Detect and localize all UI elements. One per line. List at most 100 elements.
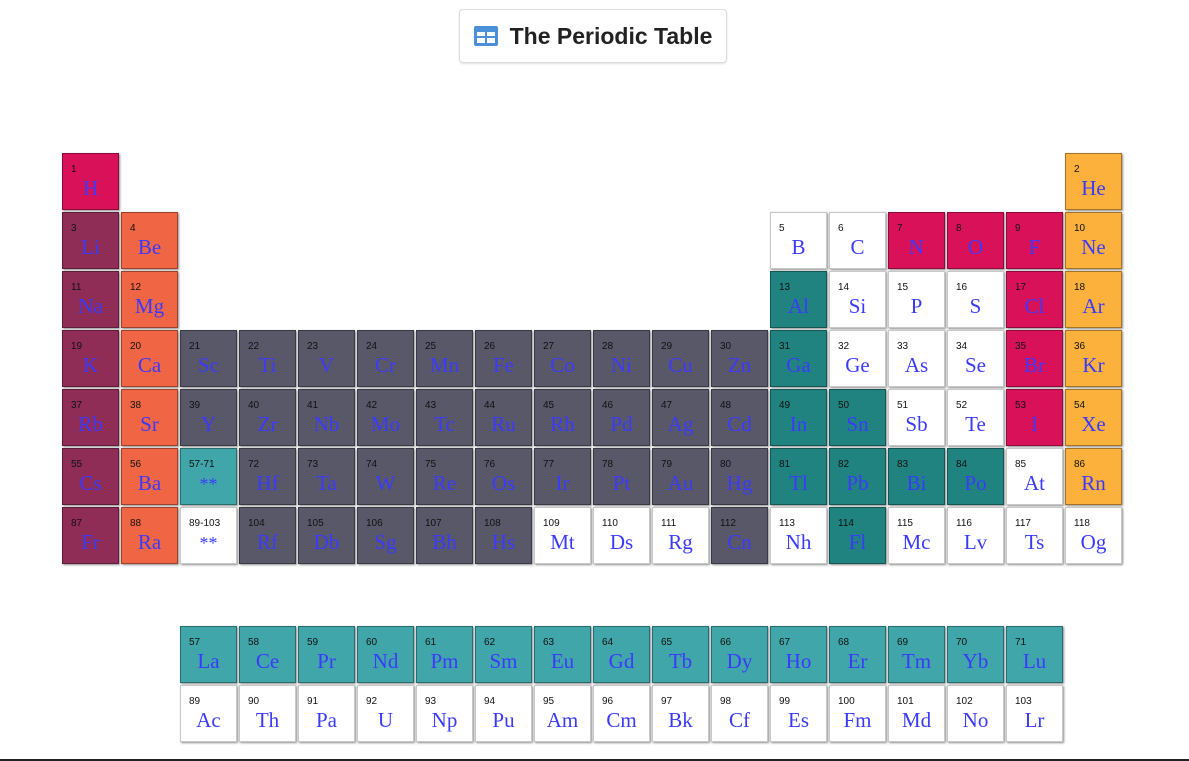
element-cell-31[interactable]: 31 Ga [770,330,827,387]
element-cell-78[interactable]: 78 Pt [593,448,650,505]
element-cell-80[interactable]: 80 Hg [711,448,768,505]
element-cell-55[interactable]: 55 Cs [62,448,119,505]
element-cell-57[interactable]: 57 La [180,626,237,683]
element-cell-36[interactable]: 36 Kr [1065,330,1122,387]
element-cell-51[interactable]: 51 Sb [888,389,945,446]
periodic-table-title-button[interactable]: The Periodic Table [459,9,727,63]
element-cell-32[interactable]: 32 Ge [829,330,886,387]
element-cell-63[interactable]: 63 Eu [534,626,591,683]
element-cell-91[interactable]: 91 Pa [298,685,355,742]
element-cell-108[interactable]: 108 Hs [475,507,532,564]
element-cell-102[interactable]: 102 No [947,685,1004,742]
element-cell-101[interactable]: 101 Md [888,685,945,742]
element-cell-44[interactable]: 44 Ru [475,389,532,446]
element-cell-52[interactable]: 52 Te [947,389,1004,446]
element-cell-54[interactable]: 54 Xe [1065,389,1122,446]
element-cell-23[interactable]: 23 V [298,330,355,387]
element-cell-90[interactable]: 90 Th [239,685,296,742]
element-cell-104[interactable]: 104 Rf [239,507,296,564]
element-cell-71[interactable]: 71 Lu [1006,626,1063,683]
element-cell-109[interactable]: 109 Mt [534,507,591,564]
element-cell-16[interactable]: 16 S [947,271,1004,328]
element-cell-75[interactable]: 75 Re [416,448,473,505]
element-cell-111[interactable]: 111 Rg [652,507,709,564]
element-cell-118[interactable]: 118 Og [1065,507,1122,564]
element-cell-50[interactable]: 50 Sn [829,389,886,446]
element-cell-30[interactable]: 30 Zn [711,330,768,387]
element-cell-64[interactable]: 64 Gd [593,626,650,683]
element-cell-15[interactable]: 15 P [888,271,945,328]
element-cell-37[interactable]: 37 Rb [62,389,119,446]
element-cell-107[interactable]: 107 Bh [416,507,473,564]
element-cell-27[interactable]: 27 Co [534,330,591,387]
element-cell-85[interactable]: 85 At [1006,448,1063,505]
element-cell-43[interactable]: 43 Tc [416,389,473,446]
element-cell-116[interactable]: 116 Lv [947,507,1004,564]
element-cell-40[interactable]: 40 Zr [239,389,296,446]
element-cell-86[interactable]: 86 Rn [1065,448,1122,505]
element-cell-21[interactable]: 21 Sc [180,330,237,387]
element-cell-112[interactable]: 112 Cn [711,507,768,564]
element-cell-26[interactable]: 26 Fe [475,330,532,387]
element-cell-10[interactable]: 10 Ne [1065,212,1122,269]
element-cell-19[interactable]: 19 K [62,330,119,387]
element-cell-2[interactable]: 2 He [1065,153,1122,210]
element-cell-72[interactable]: 72 Hf [239,448,296,505]
element-cell-38[interactable]: 38 Sr [121,389,178,446]
element-cell-94[interactable]: 94 Pu [475,685,532,742]
element-cell-97[interactable]: 97 Bk [652,685,709,742]
element-cell-73[interactable]: 73 Ta [298,448,355,505]
element-cell-66[interactable]: 66 Dy [711,626,768,683]
element-cell-60[interactable]: 60 Nd [357,626,414,683]
element-cell-17[interactable]: 17 Cl [1006,271,1063,328]
element-cell-34[interactable]: 34 Se [947,330,1004,387]
element-cell-103[interactable]: 103 Lr [1006,685,1063,742]
element-cell-92[interactable]: 92 U [357,685,414,742]
element-cell-39[interactable]: 39 Y [180,389,237,446]
element-cell-33[interactable]: 33 As [888,330,945,387]
element-cell-48[interactable]: 48 Cd [711,389,768,446]
element-cell-65[interactable]: 65 Tb [652,626,709,683]
element-cell-53[interactable]: 53 I [1006,389,1063,446]
element-cell-115[interactable]: 115 Mc [888,507,945,564]
element-cell-61[interactable]: 61 Pm [416,626,473,683]
element-cell-68[interactable]: 68 Er [829,626,886,683]
element-cell-4[interactable]: 4 Be [121,212,178,269]
element-cell-46[interactable]: 46 Pd [593,389,650,446]
element-cell-89[interactable]: 89 Ac [180,685,237,742]
element-cell-35[interactable]: 35 Br [1006,330,1063,387]
element-cell-77[interactable]: 77 Ir [534,448,591,505]
element-cell-41[interactable]: 41 Nb [298,389,355,446]
element-cell-42[interactable]: 42 Mo [357,389,414,446]
element-cell-88[interactable]: 88 Ra [121,507,178,564]
element-cell-70[interactable]: 70 Yb [947,626,1004,683]
element-cell-83[interactable]: 83 Bi [888,448,945,505]
element-cell-81[interactable]: 81 Tl [770,448,827,505]
element-cell-74[interactable]: 74 W [357,448,414,505]
element-cell-57-71[interactable]: 57-71 ** [180,448,237,505]
element-cell-98[interactable]: 98 Cf [711,685,768,742]
element-cell-59[interactable]: 59 Pr [298,626,355,683]
element-cell-96[interactable]: 96 Cm [593,685,650,742]
element-cell-117[interactable]: 117 Ts [1006,507,1063,564]
element-cell-58[interactable]: 58 Ce [239,626,296,683]
element-cell-110[interactable]: 110 Ds [593,507,650,564]
element-cell-49[interactable]: 49 In [770,389,827,446]
element-cell-45[interactable]: 45 Rh [534,389,591,446]
element-cell-29[interactable]: 29 Cu [652,330,709,387]
element-cell-14[interactable]: 14 Si [829,271,886,328]
element-cell-106[interactable]: 106 Sg [357,507,414,564]
element-cell-56[interactable]: 56 Ba [121,448,178,505]
element-cell-62[interactable]: 62 Sm [475,626,532,683]
element-cell-87[interactable]: 87 Fr [62,507,119,564]
element-cell-89-103[interactable]: 89-103 ** [180,507,237,564]
element-cell-113[interactable]: 113 Nh [770,507,827,564]
element-cell-47[interactable]: 47 Ag [652,389,709,446]
element-cell-67[interactable]: 67 Ho [770,626,827,683]
element-cell-20[interactable]: 20 Ca [121,330,178,387]
